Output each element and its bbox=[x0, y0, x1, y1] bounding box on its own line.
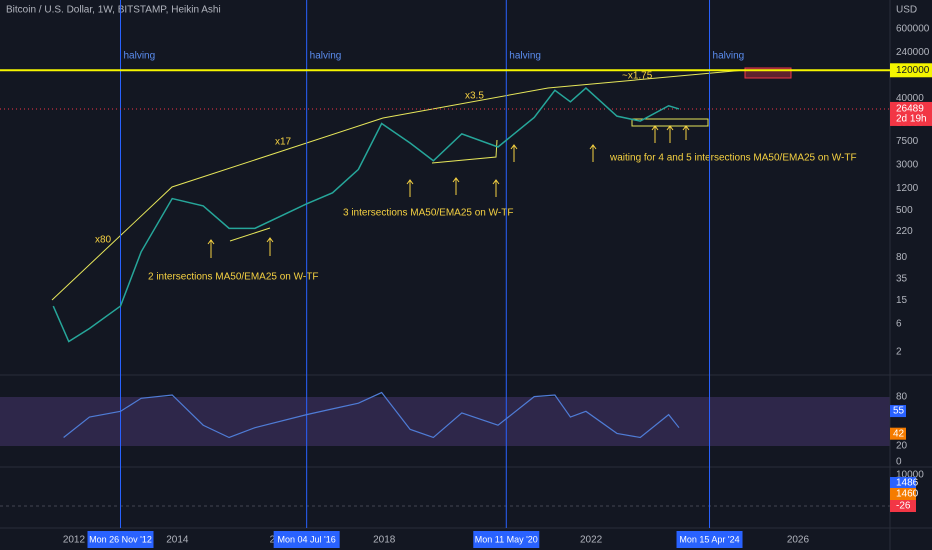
price-tick: 35 bbox=[896, 273, 908, 284]
price-tick: 600000 bbox=[896, 24, 930, 35]
price-tick: 3000 bbox=[896, 159, 919, 170]
note: 2 intersections MA50/EMA25 on W-TF bbox=[148, 272, 318, 283]
arrow-head bbox=[492, 179, 500, 185]
arrow-head bbox=[666, 125, 674, 131]
halving-date: Mon 26 Nov '12 bbox=[89, 534, 152, 544]
time-tick: 2012 bbox=[63, 535, 86, 546]
multiplier: x17 bbox=[275, 137, 292, 148]
macd-badge-text: 1486 bbox=[896, 478, 919, 489]
note: 3 intersections MA50/EMA25 on W-TF bbox=[343, 208, 513, 219]
trend-line bbox=[51, 69, 746, 301]
note: waiting for 4 and 5 intersections MA50/E… bbox=[609, 153, 857, 164]
price-tick: 2 bbox=[896, 347, 902, 358]
arrow-head bbox=[406, 179, 414, 185]
rsi-badge-text: 55 bbox=[893, 406, 905, 417]
rsi-band bbox=[0, 397, 890, 446]
price-unit: USD bbox=[896, 5, 917, 16]
multiplier: ~x1.75 bbox=[622, 71, 653, 82]
price-tick: 80 bbox=[896, 252, 908, 263]
arrow-head bbox=[266, 237, 274, 243]
macd-badge-text: -26 bbox=[896, 501, 911, 512]
price-tick: 7500 bbox=[896, 136, 919, 147]
macd-badge-text: 1460 bbox=[896, 489, 919, 500]
price-tick: 240000 bbox=[896, 47, 930, 58]
macd-badge bbox=[890, 488, 916, 500]
macd-badge bbox=[890, 477, 916, 489]
arrow-head bbox=[682, 125, 690, 131]
time-tick: 2018 bbox=[373, 535, 396, 546]
target-box bbox=[744, 67, 792, 79]
rsi-line bbox=[63, 391, 680, 439]
time-tick: 2026 bbox=[787, 535, 810, 546]
title: Bitcoin / U.S. Dollar, 1W, BITSTAMP, Hei… bbox=[6, 5, 221, 16]
macd-badge bbox=[890, 500, 916, 512]
halving-date-badge bbox=[676, 531, 743, 548]
last-badge-text: 26489 bbox=[896, 104, 924, 115]
arrow-head bbox=[452, 177, 460, 183]
price-tick: 15 bbox=[896, 295, 908, 306]
macd-tick: 10000 bbox=[896, 470, 924, 481]
level-badge-text: 120000 bbox=[896, 65, 930, 76]
arrow-head bbox=[510, 144, 518, 150]
time-tick: 2022 bbox=[580, 535, 603, 546]
rsi-tick: 20 bbox=[896, 440, 908, 451]
arrow-head bbox=[207, 239, 215, 245]
rsi-tick: 80 bbox=[896, 391, 908, 402]
halving-label: halving bbox=[713, 51, 745, 62]
halving-date: Mon 04 Jul '16 bbox=[278, 534, 336, 544]
trend-line bbox=[229, 227, 271, 242]
arrow-head bbox=[651, 125, 659, 131]
halving-date: Mon 15 Apr '24 bbox=[679, 534, 739, 544]
last-badge bbox=[890, 101, 932, 126]
halving-date-badge bbox=[473, 531, 540, 548]
halving-label: halving bbox=[509, 51, 541, 62]
halving-date: Mon 11 May '20 bbox=[475, 534, 538, 544]
rsi-badge-text: 42 bbox=[893, 428, 905, 439]
rsi-badge bbox=[890, 427, 906, 440]
price-tick: 6 bbox=[896, 318, 902, 329]
price-tick: 220 bbox=[896, 226, 913, 237]
halving-label: halving bbox=[123, 51, 155, 62]
rsi-badge bbox=[890, 405, 906, 418]
halving-date-badge bbox=[273, 531, 340, 548]
halving-label: halving bbox=[310, 51, 342, 62]
arrow-head bbox=[589, 144, 597, 150]
price-tick: 40000 bbox=[896, 93, 924, 104]
level-badge bbox=[890, 63, 932, 78]
price-tick: 500 bbox=[896, 205, 913, 216]
multiplier: x3.5 bbox=[465, 91, 484, 102]
price-tick: 1200 bbox=[896, 183, 919, 194]
rsi-tick: 0 bbox=[896, 457, 902, 468]
price-line bbox=[52, 87, 680, 343]
multiplier: x80 bbox=[95, 235, 112, 246]
trend-line bbox=[431, 139, 498, 164]
countdown: 2d 19h bbox=[896, 114, 927, 125]
halving-date-badge bbox=[87, 531, 154, 548]
time-tick: 2014 bbox=[166, 535, 189, 546]
